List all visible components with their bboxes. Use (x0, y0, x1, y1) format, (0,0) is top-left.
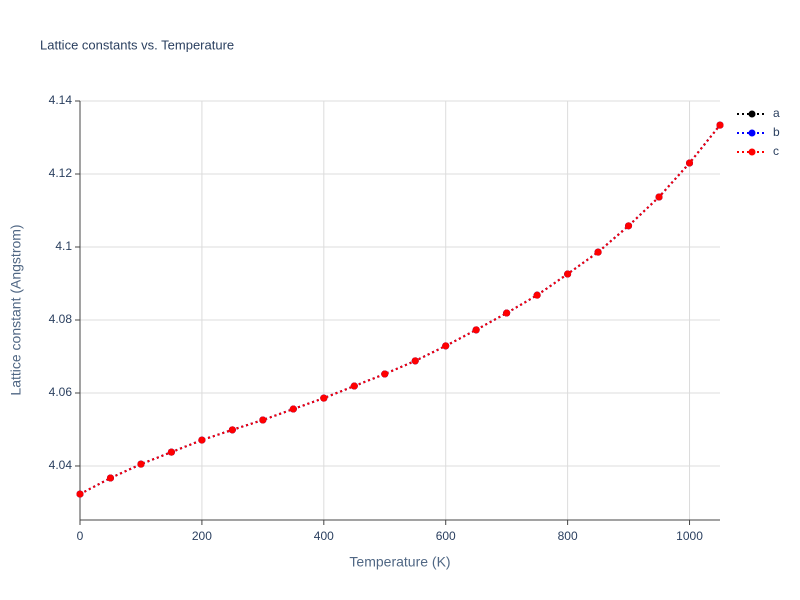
point (716, 121, 724, 129)
series-line (79, 124, 721, 495)
series-line (79, 124, 721, 495)
y-tick-label: 4.08 (49, 312, 73, 326)
point (167, 448, 175, 456)
point (289, 405, 297, 413)
legend-marker (748, 129, 756, 137)
point (320, 394, 328, 402)
legend-marker (748, 110, 756, 118)
x-tick-label: 400 (314, 529, 334, 543)
point (533, 291, 541, 299)
point (442, 342, 450, 350)
point (228, 426, 236, 434)
point (503, 309, 511, 317)
legend-marker (748, 148, 756, 156)
y-tick-label: 4.06 (49, 385, 73, 399)
x-tick-label: 1000 (676, 529, 703, 543)
x-tick-label: 0 (77, 529, 84, 543)
legend-label: b (773, 125, 780, 139)
y-tick-label: 4.14 (49, 93, 73, 107)
point (106, 474, 114, 482)
point (564, 270, 572, 278)
chart-title: Lattice constants vs. Temperature (40, 37, 234, 52)
point (350, 382, 358, 390)
point (472, 326, 480, 334)
x-tick-label: 800 (558, 529, 578, 543)
x-tick-label: 200 (192, 529, 212, 543)
y-tick-label: 4.1 (55, 239, 72, 253)
point (655, 193, 663, 201)
point (198, 436, 206, 444)
y-axis-label: Lattice constant (Angstrom) (8, 224, 24, 395)
point (625, 222, 633, 230)
y-tick-label: 4.12 (49, 166, 73, 180)
x-tick-label: 600 (436, 529, 456, 543)
point (594, 248, 602, 256)
legend-label: a (773, 106, 780, 120)
x-axis-label: Temperature (K) (349, 554, 450, 570)
series-line (79, 124, 721, 495)
point (381, 370, 389, 378)
point (137, 460, 145, 468)
point (411, 357, 419, 365)
point (259, 416, 267, 424)
y-tick-label: 4.04 (49, 458, 73, 472)
point (76, 490, 84, 498)
point (686, 159, 694, 167)
legend-label: c (773, 144, 779, 158)
